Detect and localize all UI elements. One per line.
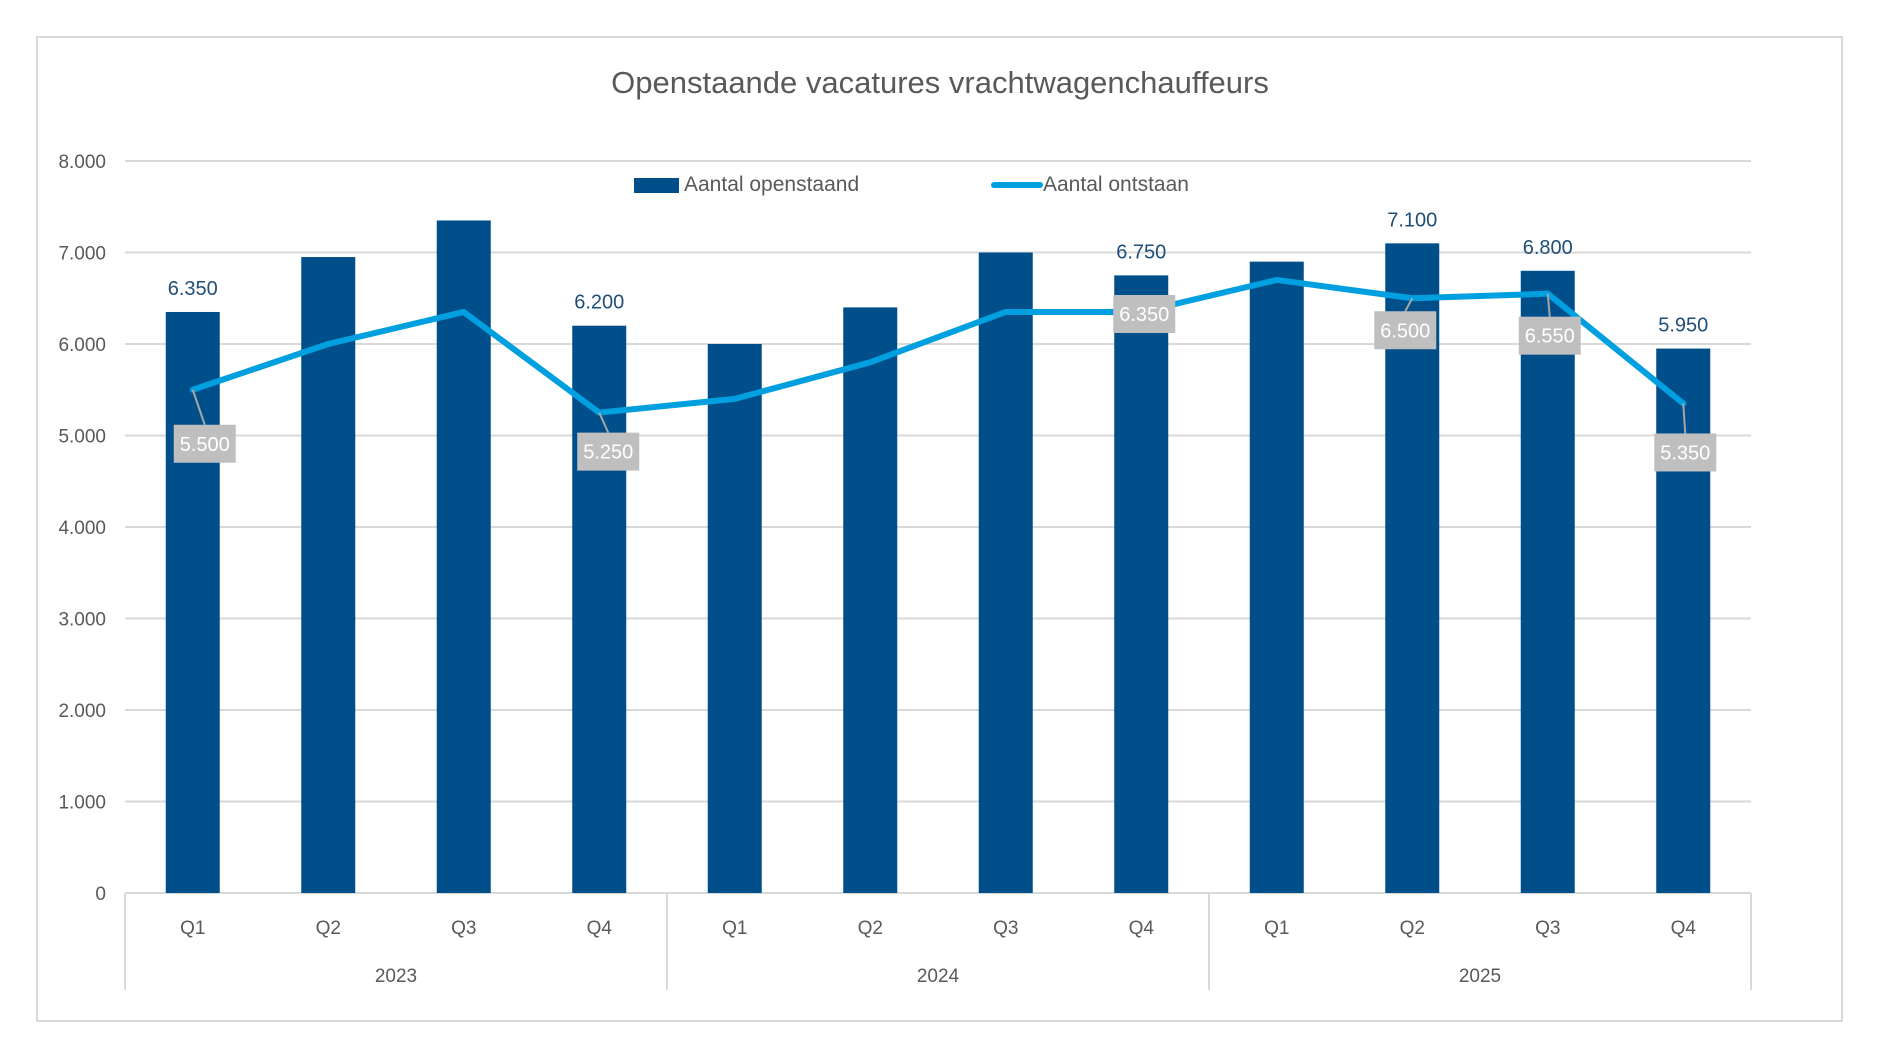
bar	[707, 344, 762, 893]
legend: Aantal openstaand Aantal ontstaan	[634, 173, 1189, 196]
line-data-callout: 5.250	[577, 412, 640, 471]
callout-box	[1654, 433, 1717, 472]
y-tick-label: 2.000	[58, 701, 106, 722]
y-tick-label: 5.000	[58, 427, 106, 448]
callout-leader-line	[1404, 297, 1414, 312]
x-tick-label: Q1	[180, 918, 205, 939]
line-data-label: 6.550	[1525, 326, 1575, 348]
bar	[301, 257, 356, 893]
line-data-label: 5.350	[1660, 442, 1710, 464]
y-tick-label: 6.000	[58, 335, 106, 356]
bar-data-label: 6.200	[574, 292, 624, 314]
callout-box	[1374, 311, 1437, 350]
x-group-label: 2025	[1459, 966, 1501, 987]
y-axis: 0 1.000 2.000 3.000 4.000 5.000 6.000 7.000 8.00…	[58, 152, 106, 905]
line-data-label: 6.500	[1380, 320, 1430, 342]
bar	[1249, 261, 1304, 893]
y-tick-label: 0	[95, 884, 106, 905]
legend-label-aantal-ontstaan: Aantal ontstaan	[1043, 173, 1189, 196]
callout-box	[1113, 294, 1176, 333]
bar	[843, 307, 898, 893]
x-tick-label: Q4	[1129, 918, 1155, 939]
line-data-callout: 6.350	[1113, 294, 1176, 333]
line-path	[189, 276, 1687, 416]
bar-data-label: 6.800	[1523, 237, 1573, 259]
bar	[1385, 243, 1440, 894]
y-tick-label: 1.000	[58, 793, 106, 814]
bar-data-label: 6.350	[168, 278, 218, 300]
bar	[1520, 270, 1575, 893]
bar-data-labels: 6.350 6.200 6.750 7.100 6.800 5.950	[168, 209, 1709, 336]
line-data-callout: 6.500	[1374, 297, 1437, 350]
line-data-label: 6.350	[1119, 304, 1169, 326]
bar	[436, 220, 491, 894]
x-tick-label: Q2	[1400, 918, 1425, 939]
line-series	[189, 276, 1687, 416]
callout-box	[1518, 316, 1581, 355]
x-tick-label: Q3	[451, 918, 476, 939]
bar-data-label: 7.100	[1387, 209, 1437, 231]
x-tick-label: Q1	[1264, 918, 1289, 939]
y-tick-label: 3.000	[58, 610, 106, 631]
y-tick-label: 7.000	[58, 244, 106, 265]
callout-leader-line	[598, 412, 610, 434]
gridlines	[125, 160, 1751, 894]
x-tick-label: Q2	[858, 918, 883, 939]
line-data-labels: 5.500 5.250 6.350 6.500 6.550 5.350	[173, 293, 1717, 472]
y-tick-label: 8.000	[58, 152, 106, 173]
bar	[1114, 275, 1169, 893]
line-data-label: 5.250	[583, 442, 633, 464]
bar	[572, 325, 627, 893]
bar	[978, 252, 1033, 893]
y-tick-label: 4.000	[58, 518, 106, 539]
x-group-label: 2024	[917, 966, 960, 987]
line-data-callout: 5.350	[1654, 403, 1717, 472]
bar-series	[165, 220, 1711, 894]
x-tick-label: Q2	[316, 918, 341, 939]
x-tick-label: Q3	[1535, 918, 1560, 939]
line-data-label: 5.500	[180, 434, 230, 456]
callout-box	[577, 432, 640, 471]
line-data-callout: 5.500	[173, 389, 236, 463]
x-tick-label: Q4	[1671, 918, 1697, 939]
bar-data-label: 5.950	[1658, 315, 1708, 337]
bar	[1656, 348, 1711, 893]
x-group-label: 2023	[375, 966, 417, 987]
callout-leader-line	[1682, 403, 1687, 434]
x-tick-label: Q4	[587, 918, 613, 939]
callout-leader-line	[191, 389, 206, 426]
x-tick-label: Q1	[722, 918, 747, 939]
chart-title: Openstaande vacatures vrachtwagenchauffe…	[611, 65, 1269, 100]
x-axis: Q1 Q2 Q3 Q4 Q1 Q2 Q3 Q4 Q1 Q2 Q3 Q4 2023 2024 2025	[124, 893, 1752, 990]
x-tick-label: Q3	[993, 918, 1018, 939]
legend-swatch-aantal-openstaand	[634, 178, 679, 193]
bar	[165, 311, 220, 894]
callout-leader-line	[1546, 293, 1551, 317]
bar-data-label: 6.750	[1116, 241, 1166, 263]
legend-label-aantal-openstaand: Aantal openstaand	[684, 173, 859, 196]
callout-box	[173, 424, 236, 463]
line-data-callout: 6.550	[1518, 293, 1581, 355]
